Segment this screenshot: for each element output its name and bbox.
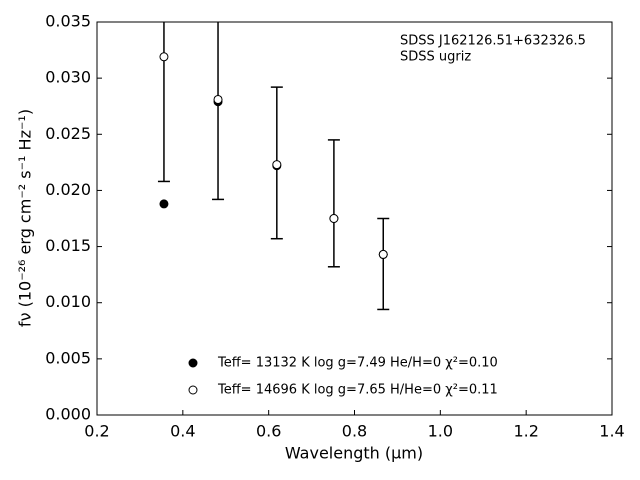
x-tick-label: 1.2 bbox=[513, 422, 538, 441]
point bbox=[272, 160, 282, 170]
point bbox=[213, 94, 223, 104]
point bbox=[329, 214, 339, 223]
legend-label: Teff= 14696 K log g=7.65 H/He=0 χ²=0.11 bbox=[217, 383, 498, 398]
x-tick-label: 1.0 bbox=[428, 422, 453, 441]
legend-marker bbox=[188, 358, 198, 368]
x-axis-label: Wavelength (μm) bbox=[285, 444, 423, 463]
x-tick-label: 0.2 bbox=[84, 422, 109, 441]
x-tick-label: 0.6 bbox=[256, 422, 281, 441]
y-tick-label: 0.025 bbox=[45, 124, 91, 143]
x-tick-label: 0.8 bbox=[342, 422, 367, 441]
y-tick-label: 0.015 bbox=[45, 236, 91, 255]
y-axis-label: fν (10⁻²⁶ erg cm⁻² s⁻¹ Hz⁻¹) bbox=[16, 109, 35, 327]
y-tick-label: 0.035 bbox=[45, 12, 91, 31]
point bbox=[378, 249, 388, 259]
y-tick-label: 0.010 bbox=[45, 292, 91, 311]
x-tick-label: 1.4 bbox=[599, 422, 624, 441]
legend-marker bbox=[188, 385, 198, 395]
legend-label: Teff= 13132 K log g=7.49 He/H=0 χ²=0.10 bbox=[217, 356, 498, 371]
annotation: SDSS ugriz bbox=[400, 50, 471, 65]
annotation: SDSS J162126.51+632326.5 bbox=[400, 34, 586, 49]
y-tick-label: 0.030 bbox=[45, 68, 91, 87]
point bbox=[159, 52, 169, 62]
y-tick-label: 0.005 bbox=[45, 348, 91, 367]
plot-area bbox=[157, 22, 390, 311]
y-tick-label: 0.000 bbox=[45, 405, 91, 424]
y-tick-label: 0.020 bbox=[45, 180, 91, 199]
x-tick-label: 0.4 bbox=[170, 422, 195, 441]
point bbox=[159, 199, 169, 209]
